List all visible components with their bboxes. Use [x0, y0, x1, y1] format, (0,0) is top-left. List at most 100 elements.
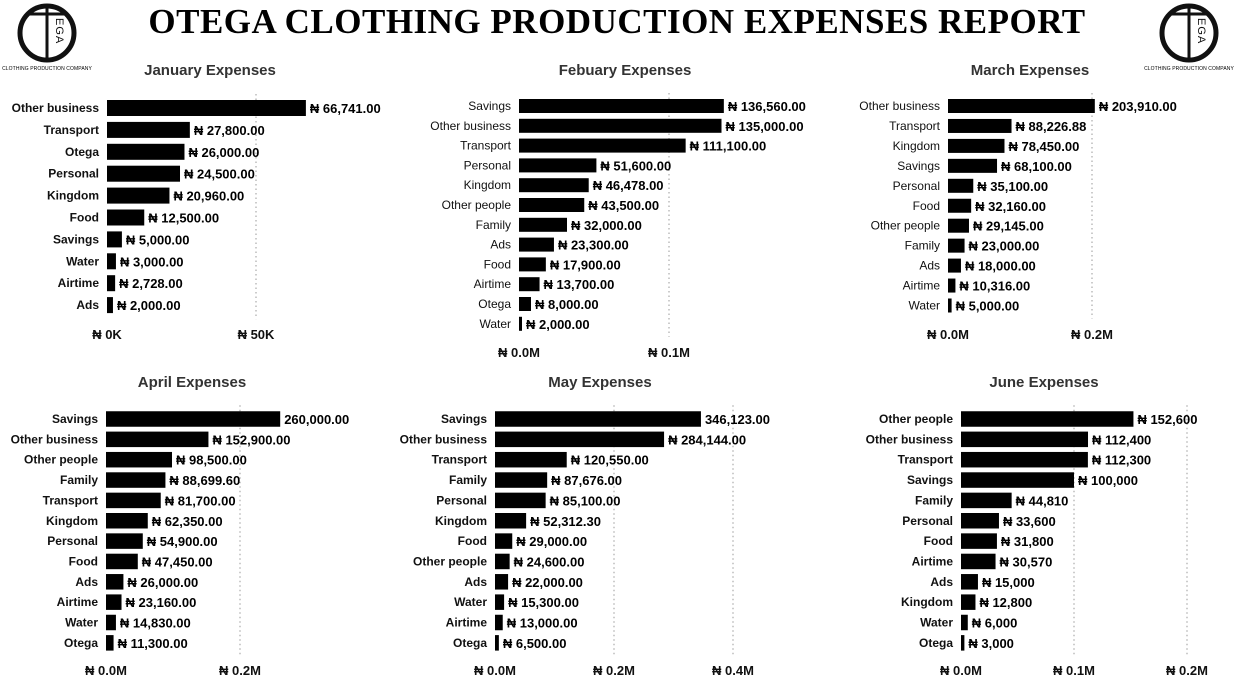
value-label: ₦ 81,700.00 — [165, 493, 236, 508]
value-label: ₦ 30,570 — [1000, 554, 1053, 569]
category-label: Ads — [490, 238, 511, 252]
category-label: Other business — [866, 432, 954, 446]
category-label: Kingdom — [46, 514, 98, 528]
category-label: Ads — [919, 259, 940, 273]
value-label: ₦ 15,000 — [982, 575, 1035, 590]
bar — [948, 118, 1012, 133]
category-label: Kingdom — [435, 514, 487, 528]
bar — [948, 158, 998, 173]
value-label: ₦ 54,900.00 — [147, 534, 218, 549]
category-label: Water — [65, 616, 98, 630]
axis-tick-label: ₦ 0.1M — [648, 345, 690, 360]
bar — [106, 533, 143, 549]
value-label: ₦ 62,350.00 — [152, 514, 223, 529]
chart-may: May Expenses Savings 346,123.00 Other busin… — [400, 374, 770, 678]
value-label: ₦ 10,316.00 — [959, 279, 1030, 294]
bar — [107, 100, 306, 116]
chart-title: June Expenses — [989, 374, 1098, 391]
value-label: ₦ 203,910.00 — [1099, 99, 1177, 114]
bar — [495, 635, 499, 651]
value-label: ₦ 20,960.00 — [173, 189, 244, 204]
value-label: ₦ 23,000.00 — [969, 239, 1040, 254]
category-label: Water — [479, 317, 511, 331]
category-label: Savings — [53, 232, 99, 246]
category-label: Savings — [441, 412, 487, 426]
category-label: Other people — [879, 412, 953, 426]
chart-february: Febuary Expenses Savings ₦ 136,560.00 Other… — [430, 62, 806, 360]
axis-tick-label: ₦ 0.0M — [927, 327, 969, 342]
bar — [107, 275, 116, 292]
otega-logo-icon: EGA — [1159, 3, 1219, 63]
bar — [106, 614, 116, 631]
category-label: Personal — [47, 534, 98, 548]
category-label: Savings — [52, 412, 98, 426]
bar — [107, 209, 145, 226]
bar — [495, 451, 567, 468]
bar — [948, 238, 965, 253]
category-label: Other business — [430, 119, 511, 133]
chart-title: March Expenses — [971, 62, 1089, 79]
company-logo: EGA CLOTHING PRODUCTION COMPANY — [2, 2, 92, 74]
bar — [106, 431, 209, 448]
category-label: Airtime — [903, 279, 941, 293]
value-label: ₦ 33,600 — [1003, 514, 1056, 529]
axis-tick-label: ₦ 0.2M — [593, 663, 635, 678]
bar — [495, 431, 665, 448]
bar — [961, 594, 976, 610]
bar — [106, 451, 172, 468]
value-label: ₦ 15,300.00 — [508, 595, 579, 610]
value-label: ₦ 6,000 — [972, 616, 1018, 631]
value-label: ₦ 112,300 — [1092, 453, 1151, 468]
value-label: ₦ 24,500.00 — [184, 167, 255, 182]
value-label: ₦ 26,000.00 — [188, 145, 259, 160]
value-label: 260,000.00 — [284, 412, 349, 427]
category-label: Kingdom — [47, 189, 99, 203]
bar — [519, 138, 686, 153]
value-label: ₦ 11,300.00 — [118, 636, 188, 651]
value-label: ₦ 26,000.00 — [127, 575, 198, 590]
bar — [495, 492, 546, 509]
value-label: ₦ 87,676.00 — [551, 473, 622, 488]
category-label: Family — [449, 473, 487, 487]
logo-caption: CLOTHING PRODUCTION COMPANY — [1144, 66, 1234, 72]
bar — [519, 99, 724, 113]
chart-title: April Expenses — [138, 374, 246, 391]
value-label: ₦ 12,800 — [979, 595, 1032, 610]
value-label: ₦ 13,700.00 — [544, 277, 615, 292]
category-label: Family — [476, 218, 511, 232]
bar — [948, 298, 952, 313]
chart-title: May Expenses — [548, 374, 651, 391]
axis-tick-label: ₦ 50K — [238, 327, 275, 342]
value-label: ₦ 152,900.00 — [212, 432, 290, 447]
value-label: ₦ 23,300.00 — [558, 238, 629, 253]
bar — [106, 574, 124, 590]
bar — [519, 118, 722, 133]
bar — [519, 178, 589, 193]
category-label: Kingdom — [901, 595, 953, 609]
category-label: Family — [915, 493, 953, 507]
category-label: Personal — [464, 158, 511, 172]
bar — [106, 553, 138, 570]
value-label: ₦ 18,000.00 — [965, 259, 1036, 274]
category-label: Transport — [889, 119, 941, 133]
category-label: Personal — [48, 167, 99, 181]
bar — [495, 472, 548, 488]
value-label: ₦ 24,600.00 — [514, 554, 585, 569]
category-label: Food — [913, 199, 940, 213]
category-label: Other business — [12, 101, 100, 115]
category-label: Other business — [859, 99, 940, 113]
value-label: ₦ 88,699.60 — [169, 473, 240, 488]
value-label: ₦ 112,400 — [1092, 432, 1151, 447]
value-label: ₦ 32,000.00 — [571, 218, 642, 233]
bar — [106, 635, 114, 651]
bar — [495, 553, 510, 570]
value-label: ₦ 29,000.00 — [516, 534, 587, 549]
value-label: ₦ 44,810 — [1016, 493, 1069, 508]
category-label: Ads — [75, 575, 98, 589]
bar — [519, 277, 540, 292]
bar — [519, 158, 597, 173]
value-label: ₦ 5,000.00 — [126, 232, 190, 247]
category-label: Kingdom — [893, 139, 940, 153]
category-label: Savings — [907, 473, 953, 487]
category-label: Family — [905, 239, 940, 253]
